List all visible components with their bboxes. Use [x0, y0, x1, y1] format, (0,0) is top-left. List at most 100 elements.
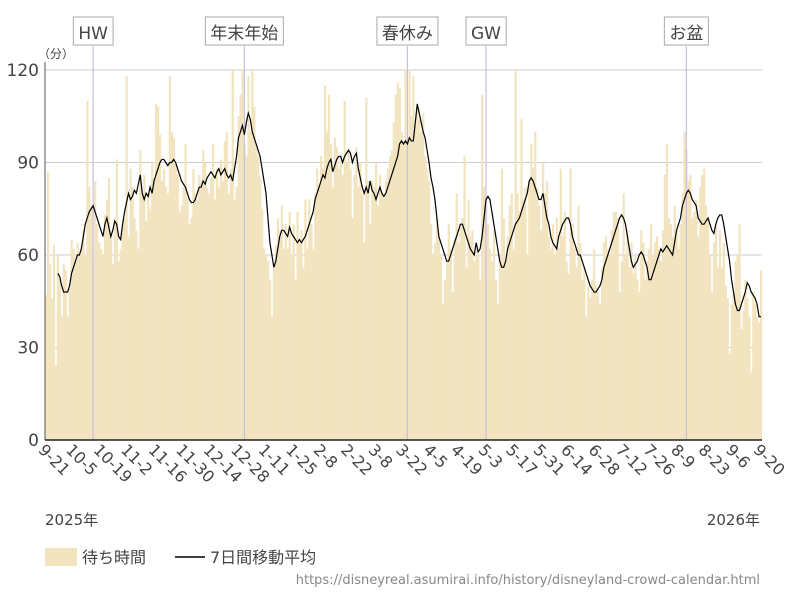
bar [331, 187, 335, 440]
y-tick-label: 30 [17, 339, 39, 359]
bar [105, 199, 109, 440]
bar [62, 264, 65, 440]
unit-label: （分） [38, 47, 74, 61]
bar [581, 279, 584, 440]
bar [679, 224, 682, 440]
bar [712, 242, 716, 440]
bar [532, 168, 535, 440]
bar [115, 159, 118, 440]
bar [553, 255, 557, 440]
bar [45, 295, 48, 440]
year-label-end: 2026年 [707, 511, 760, 529]
bar [64, 270, 67, 440]
x-tick-label: 9-20 [750, 440, 789, 479]
bar [375, 162, 378, 440]
bar [225, 131, 228, 440]
bar [589, 298, 592, 440]
legend: 待ち時間 7日間移動平均 [45, 548, 316, 567]
bar [549, 248, 553, 440]
bar [378, 174, 382, 441]
bar [701, 174, 704, 441]
bar [158, 134, 162, 440]
bar [268, 279, 272, 440]
bar [595, 285, 598, 440]
bar [145, 221, 148, 440]
bar [551, 224, 555, 440]
bar [261, 208, 264, 440]
legend-label: 7日間移動平均 [210, 548, 316, 567]
bar [463, 156, 466, 441]
bar [758, 322, 761, 440]
bar [520, 119, 523, 440]
event-label: お盆 [669, 24, 703, 44]
bar [137, 248, 140, 440]
moving-average-line [57, 103, 762, 318]
bar [66, 316, 69, 440]
bar [290, 255, 293, 440]
bar [689, 174, 692, 441]
bar [131, 187, 134, 440]
bar [359, 162, 362, 440]
bar [585, 316, 588, 440]
bar [573, 248, 576, 440]
bar [691, 218, 694, 440]
bar [141, 193, 144, 440]
bar [524, 187, 527, 440]
bar [310, 224, 313, 440]
bar [367, 181, 370, 440]
bar [52, 245, 56, 440]
annotations: HW 年末年始 春休み GW お盆 [72, 16, 709, 440]
bar [720, 267, 724, 440]
bar [628, 267, 631, 440]
bar [418, 119, 421, 440]
bar [351, 218, 354, 440]
bar [563, 211, 566, 440]
bar [461, 218, 464, 440]
bar [420, 131, 423, 440]
bar [255, 144, 258, 440]
bar [498, 255, 502, 440]
bar [325, 131, 329, 440]
bar [84, 255, 87, 440]
bar [416, 107, 419, 440]
bar [98, 242, 101, 440]
bar [541, 162, 545, 440]
bar [538, 205, 541, 440]
bar [683, 131, 686, 440]
bar [380, 193, 384, 440]
bar [249, 131, 252, 440]
bar [477, 255, 480, 440]
bar [308, 199, 311, 440]
bar [752, 292, 755, 440]
bar [479, 279, 482, 440]
bar [376, 205, 380, 440]
bar [596, 292, 600, 440]
bar [716, 267, 720, 440]
bar [626, 230, 629, 440]
bar [557, 248, 560, 440]
legend-swatch [45, 548, 77, 566]
bar [726, 298, 729, 440]
bar [614, 211, 617, 440]
bar [100, 248, 103, 440]
bar [622, 193, 625, 440]
bar [349, 168, 352, 440]
bar [369, 224, 372, 440]
bar [687, 181, 690, 440]
bar [545, 181, 549, 440]
bar [56, 255, 60, 440]
bar [705, 205, 708, 440]
bar [530, 144, 533, 440]
bar [473, 261, 476, 440]
bar [587, 285, 590, 440]
bar [312, 248, 315, 440]
bar [80, 248, 83, 440]
bar [459, 227, 462, 440]
bar [294, 279, 297, 440]
bar [176, 174, 179, 441]
bar [371, 181, 374, 440]
bar [708, 255, 712, 440]
bar [750, 372, 753, 440]
bar [223, 140, 227, 440]
